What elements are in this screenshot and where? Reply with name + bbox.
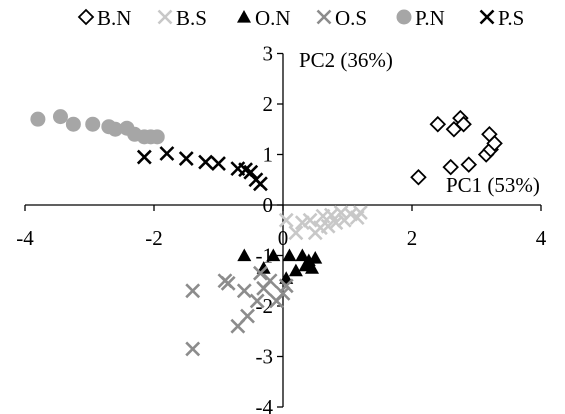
series-o-s [185, 265, 294, 357]
legend-item-o-s: O.S [316, 6, 367, 30]
y-tick-label: 0 [263, 193, 274, 217]
x-tick-label: 2 [407, 226, 418, 250]
data-point [65, 116, 81, 132]
legend-label: B.N [97, 6, 131, 30]
data-point [352, 205, 368, 220]
data-point [198, 154, 214, 170]
data-point [237, 248, 252, 262]
legend-marker [316, 9, 332, 25]
series-p-s [136, 146, 268, 192]
data-point [30, 111, 46, 127]
legend-item-p-s: P.S [479, 6, 524, 30]
data-point [308, 251, 323, 264]
legend-item-p-n: P.N [396, 6, 445, 30]
legend-label: P.S [498, 6, 524, 30]
data-point [249, 293, 265, 309]
data-point [136, 149, 152, 165]
data-point [159, 146, 175, 161]
y-tick-label: 2 [263, 92, 274, 116]
data-point [256, 261, 271, 274]
data-point [220, 275, 236, 291]
y-tick-label: -3 [256, 345, 274, 369]
x-ticks: -4 -2 0 2 4 [16, 205, 547, 250]
legend-label: B.S [176, 6, 207, 30]
data-point [211, 156, 226, 172]
legend-item-b-s: B.S [157, 6, 207, 30]
data-point [52, 109, 68, 125]
y-tick-label: -1 [256, 244, 274, 268]
data-point [320, 218, 336, 234]
data-point [178, 151, 194, 166]
legend-label: P.N [415, 6, 445, 30]
data-point [328, 215, 344, 231]
x-tick-label: -2 [145, 226, 163, 250]
x-tick-label: 0 [278, 226, 289, 250]
data-point [275, 285, 291, 301]
data-point [253, 265, 268, 281]
data-point [243, 164, 259, 180]
legend-marker [157, 9, 173, 25]
data-point [302, 212, 318, 228]
data-point [149, 129, 165, 145]
data-point [266, 248, 281, 262]
series-o-n [237, 248, 323, 284]
data-point [85, 116, 101, 132]
data-point [107, 121, 123, 137]
data-point [253, 176, 268, 192]
data-point [282, 248, 297, 262]
series-p-n [30, 109, 165, 145]
data-point [236, 283, 252, 299]
data-point [288, 263, 303, 277]
y-tick-label: 3 [263, 42, 274, 66]
data-point [486, 135, 503, 152]
data-point [185, 283, 201, 299]
data-point [295, 248, 310, 262]
data-point [442, 158, 459, 176]
chart-legend: B.N B.S O.N O.S P.N P.S [77, 6, 524, 30]
data-point [240, 308, 255, 324]
data-point [185, 341, 201, 357]
y-tick-label: 1 [263, 143, 274, 167]
data-point [278, 278, 294, 294]
data-point [278, 212, 294, 228]
legend-label: O.S [335, 6, 367, 30]
legend-marker [396, 9, 412, 25]
data-point [429, 115, 447, 133]
data-point [262, 273, 278, 289]
data-point [455, 115, 472, 133]
x-axis-label: PC1 (53%) [446, 173, 540, 197]
data-point [288, 225, 304, 241]
legend-item-o-n: O.N [237, 6, 291, 30]
data-point [305, 261, 320, 274]
series-b-s [278, 205, 368, 241]
legend-marker [479, 9, 495, 25]
y-tick-label: -4 [256, 395, 274, 414]
data-point [410, 168, 427, 186]
legend-marker [77, 8, 95, 26]
legend-label: O.N [255, 6, 291, 30]
series-b-n [410, 109, 503, 186]
x-tick-label: -4 [16, 226, 34, 250]
legend-item-b-n: B.N [77, 6, 131, 30]
legend-marker [237, 10, 251, 23]
data-point [460, 156, 478, 173]
x-tick-label: 4 [536, 226, 547, 250]
chart-marks [30, 109, 503, 357]
y-axis-label: PC2 (36%) [299, 48, 393, 72]
